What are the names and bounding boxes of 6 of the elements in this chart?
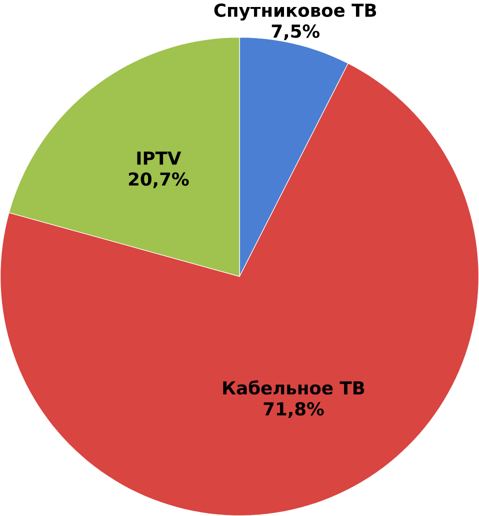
slice-label: Кабельное ТВ <box>223 380 364 395</box>
slice-label: Спутниковое ТВ <box>214 3 376 21</box>
data-label: 7,5% <box>272 24 320 40</box>
data-label: 71,8% <box>264 402 324 418</box>
data-label: 20,7% <box>128 172 189 188</box>
slice-label: IPTV <box>137 152 182 165</box>
